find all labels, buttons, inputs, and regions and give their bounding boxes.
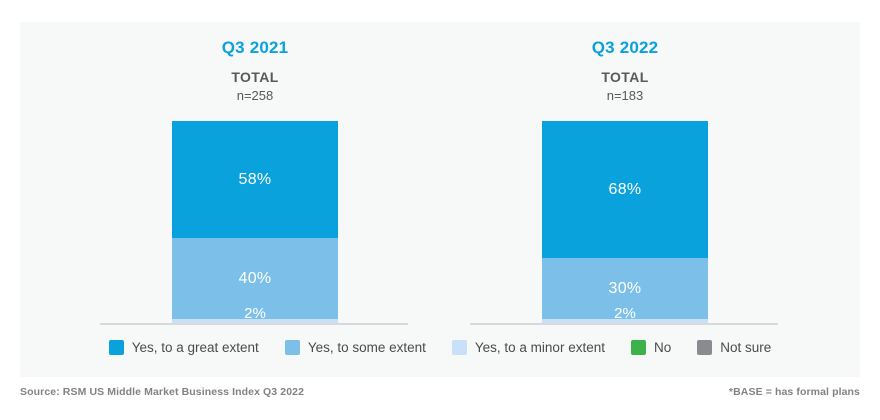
bar-segment-great: 58% xyxy=(172,121,338,239)
legend-swatch-icon xyxy=(697,340,713,355)
segment-value-label-small: 2% xyxy=(614,305,636,322)
segment-value-label: 68% xyxy=(608,180,642,198)
segment-value-label: 58% xyxy=(238,170,272,188)
base-note: *BASE = has formal plans xyxy=(728,386,860,398)
stacked-bar-q3-2021: 58% 40% 2% xyxy=(172,121,338,325)
bar-segment-some: 30% xyxy=(542,258,708,319)
legend-swatch-icon xyxy=(630,340,646,355)
legend-swatch-icon xyxy=(451,340,467,355)
legend-swatch-icon xyxy=(108,340,124,355)
column-q3-2022: Q3 2022 TOTAL n=183 68% 30% 2% xyxy=(470,38,780,338)
legend-item: Yes, to some extent xyxy=(284,340,426,355)
legend-label: Yes, to some extent xyxy=(307,340,426,355)
legend-swatch-icon xyxy=(284,340,300,355)
total-label: TOTAL xyxy=(231,69,279,85)
segment-value-label-small: 2% xyxy=(244,305,266,322)
legend-item: No xyxy=(630,340,672,355)
bar-segment-minor xyxy=(172,318,338,323)
legend-label: Yes, to a great extent xyxy=(131,340,259,355)
period-title: Q3 2021 xyxy=(221,38,289,57)
chart-card xyxy=(20,22,860,377)
column-q3-2021: Q3 2021 TOTAL n=258 58% 40% 2% xyxy=(100,38,410,338)
period-title: Q3 2022 xyxy=(591,38,659,57)
legend-label: Yes, to a minor extent xyxy=(474,340,605,355)
bar-segment-some: 40% xyxy=(172,238,338,319)
total-label: TOTAL xyxy=(601,69,649,85)
legend-item: Not sure xyxy=(697,340,771,355)
legend-label: No xyxy=(653,340,672,355)
segment-value-label: 40% xyxy=(238,269,272,287)
segment-value-label: 30% xyxy=(608,279,642,297)
legend-item: Yes, to a great extent xyxy=(108,340,259,355)
sample-size-label: n=258 xyxy=(236,88,274,103)
stacked-bar-q3-2022: 68% 30% 2% xyxy=(542,121,708,325)
bar-segment-great: 68% xyxy=(542,121,708,259)
source-note: Source: RSM US Middle Market Business In… xyxy=(20,386,305,398)
sample-size-label: n=183 xyxy=(606,88,644,103)
bar-segment-minor xyxy=(542,318,708,323)
axis-baseline xyxy=(470,323,778,325)
legend-item: Yes, to a minor extent xyxy=(451,340,605,355)
axis-baseline xyxy=(100,323,408,325)
chart-legend: Yes, to a great extent Yes, to some exten… xyxy=(20,340,860,355)
legend-label: Not sure xyxy=(720,340,772,355)
